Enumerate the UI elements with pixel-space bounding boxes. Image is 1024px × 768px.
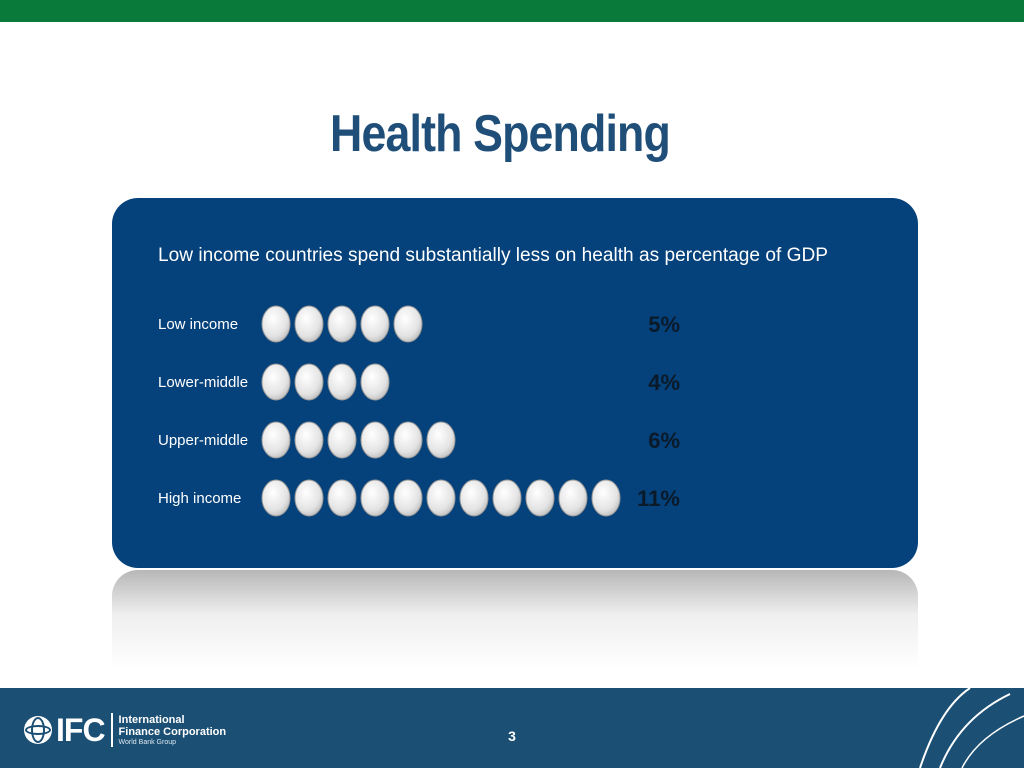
globe-icon xyxy=(24,716,52,744)
logo-mark: IFC xyxy=(56,711,106,748)
footer-bar: IFC International Finance Corporation Wo… xyxy=(0,688,1024,768)
category-label: Lower-middle xyxy=(158,374,248,391)
value-dot xyxy=(294,363,324,401)
value-dot xyxy=(393,421,423,459)
value-dot xyxy=(261,421,291,459)
logo-line3: World Bank Group xyxy=(118,738,176,746)
value-dot xyxy=(261,305,291,343)
chart-title: Low income countries spend substantially… xyxy=(158,245,828,266)
value-dot xyxy=(360,363,390,401)
value-dot xyxy=(360,305,390,343)
ifc-logo: IFC International Finance Corporation Wo… xyxy=(24,710,226,750)
logo-divider xyxy=(110,713,113,747)
value-dot xyxy=(294,305,324,343)
value-dot xyxy=(327,421,357,459)
value-label: 5% xyxy=(648,312,680,337)
value-dot xyxy=(426,479,456,517)
value-dot xyxy=(261,363,291,401)
value-dot xyxy=(459,479,489,517)
logo-line1: International xyxy=(118,713,185,726)
pictogram-chart: Low income countries spend substantially… xyxy=(158,245,828,517)
logo-line2: Finance Corporation xyxy=(118,725,227,738)
value-dot xyxy=(393,305,423,343)
logo-text: International Finance Corporation World … xyxy=(119,714,227,747)
category-label: High income xyxy=(158,490,241,507)
value-dot xyxy=(360,421,390,459)
panel-reflection xyxy=(112,570,918,670)
value-dot xyxy=(327,363,357,401)
category-label: Low income xyxy=(158,316,238,333)
value-dot xyxy=(294,421,324,459)
slide-title: Health Spending xyxy=(330,105,671,163)
chart-panel: Low income countries spend substantially… xyxy=(112,198,918,568)
category-label: Upper-middle xyxy=(158,432,248,449)
value-label: 6% xyxy=(648,428,680,453)
page-number: 3 xyxy=(508,728,516,744)
value-dot xyxy=(558,479,588,517)
value-dot xyxy=(294,479,324,517)
value-dot xyxy=(327,305,357,343)
value-label: 11% xyxy=(637,486,680,511)
top-accent-bar xyxy=(0,0,1024,22)
decorative-swoosh xyxy=(919,688,1024,768)
value-dot xyxy=(426,421,456,459)
value-dot xyxy=(327,479,357,517)
value-dot xyxy=(525,479,555,517)
value-dot xyxy=(393,479,423,517)
value-label: 4% xyxy=(648,370,680,395)
value-dot xyxy=(261,479,291,517)
value-dot xyxy=(591,479,621,517)
value-dot xyxy=(492,479,522,517)
chart-rows: Low income 5% Lower-middle 4% Upper-middle 6%… xyxy=(158,305,680,517)
value-dot xyxy=(360,479,390,517)
